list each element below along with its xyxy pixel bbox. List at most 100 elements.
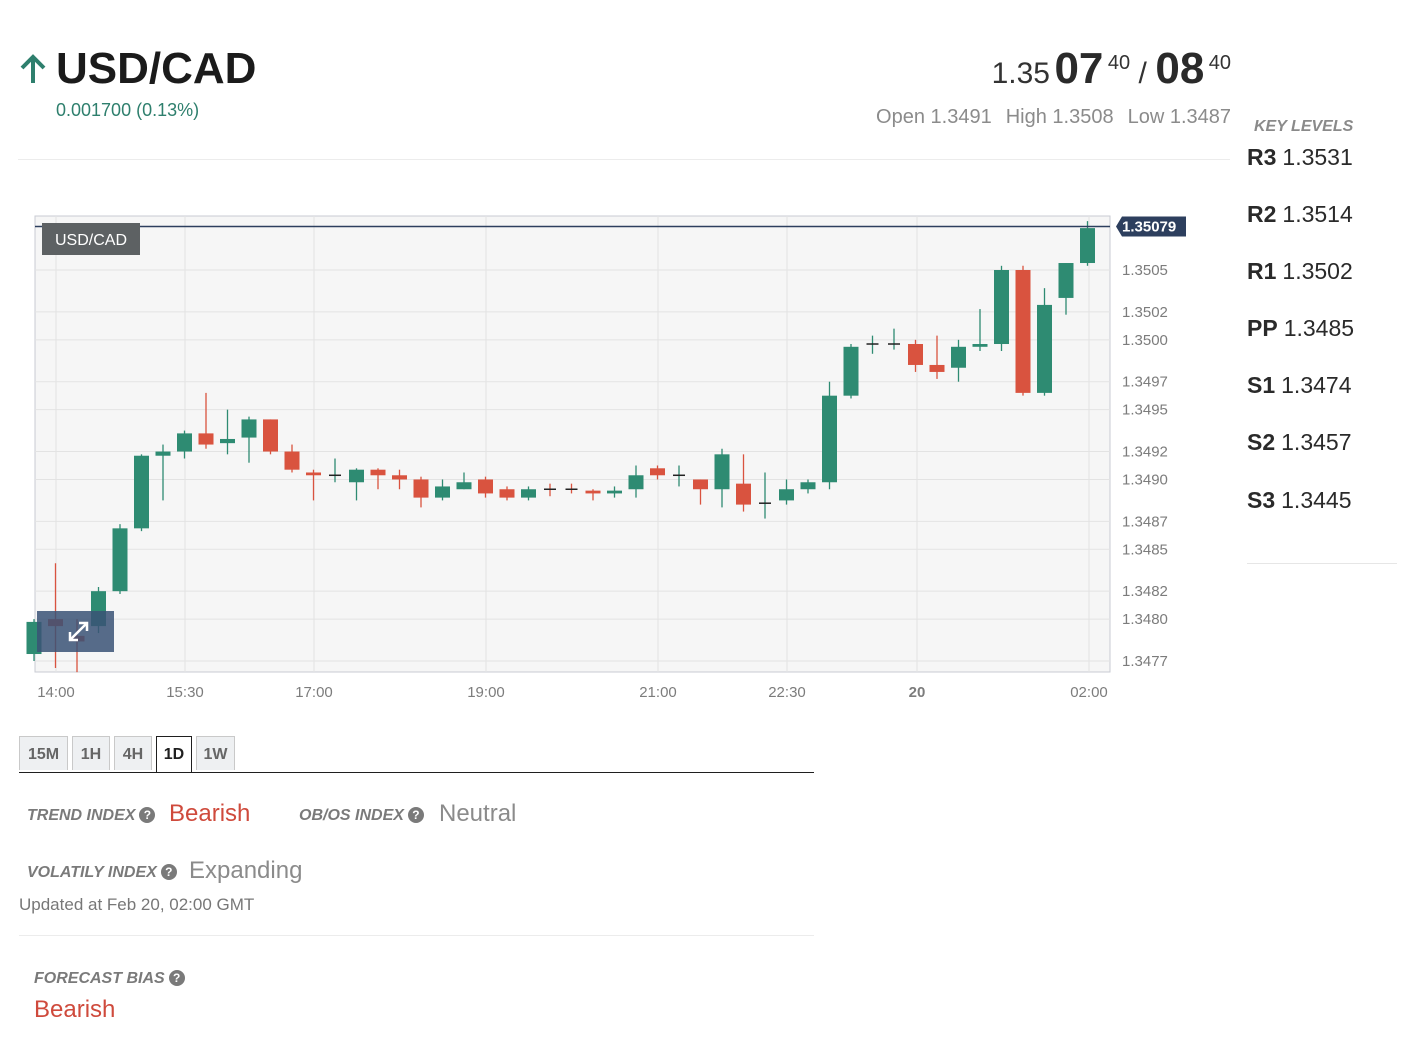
candle: [607, 486, 622, 498]
candle: [628, 465, 644, 498]
candle: [177, 430, 192, 459]
help-icon[interactable]: ?: [168, 970, 185, 986]
help-icon[interactable]: ?: [160, 864, 177, 880]
currency-pair-title: USD/CAD: [56, 44, 257, 93]
updated-timestamp: Updated at Feb 20, 02:00 GMT: [19, 895, 255, 914]
key-level-value: 1.3445: [1281, 487, 1352, 513]
candle: [822, 381, 837, 490]
help-icon[interactable]: ?: [407, 807, 424, 823]
x-tick-label: 15:30: [166, 684, 204, 701]
y-axis-labels: 1.3505 1.3502 1.3500 1.3497 1.3495 1.3492 1.34…: [1122, 262, 1168, 670]
x-axis-labels: 14:00 15:30 17:00 19:00 21:00 22:30 20 02:00: [37, 684, 1108, 701]
candle-body: [714, 454, 730, 490]
y-tick-label: 1.3497: [1122, 374, 1168, 391]
tab-1w[interactable]: 1W: [196, 736, 235, 770]
help-icon[interactable]: ?: [139, 807, 156, 823]
x-tick-label: 19:00: [467, 684, 505, 701]
candle: [134, 454, 149, 532]
x-tick-label: 20: [909, 684, 926, 701]
trend-index-text: TREND INDEX: [27, 807, 136, 824]
y-tick-label: 1.3502: [1122, 304, 1168, 321]
key-level-name: PP: [1247, 315, 1278, 341]
key-level-value: 1.3474: [1281, 372, 1352, 398]
candle-body: [413, 479, 429, 498]
candle: [843, 344, 859, 399]
volatility-index-value: Expanding: [189, 857, 303, 884]
candlestick-chart[interactable]: 1.3505 1.3502 1.3500 1.3497 1.3495 1.3492 1.34…: [0, 200, 1200, 710]
candle-body: [994, 270, 1009, 345]
candle: [951, 339, 966, 382]
candle-body: [1080, 228, 1095, 264]
candle-body: [112, 528, 128, 592]
y-tick-label: 1.3482: [1122, 583, 1168, 600]
candle-body: [908, 344, 923, 365]
candle-body: [306, 472, 321, 476]
candle: [800, 479, 816, 494]
y-tick-label: 1.3490: [1122, 471, 1168, 488]
candle: [866, 335, 879, 354]
price-change: 0.001700 (0.13%): [56, 100, 200, 120]
tab-1d[interactable]: 1D: [156, 736, 192, 772]
forecast-bias-text: FORECAST BIAS: [34, 970, 165, 987]
candle: [1080, 221, 1095, 266]
key-level-name: R1: [1247, 258, 1277, 284]
x-tick-label: 02:00: [1070, 684, 1108, 701]
tab-15m[interactable]: 15M: [19, 736, 68, 770]
candle-body: [435, 486, 450, 498]
candle: [329, 458, 341, 483]
key-level-r2: R2 1.3514: [1247, 201, 1353, 228]
candle-body: [800, 482, 816, 490]
candle-body: [521, 489, 536, 498]
timeframe-tabs: 15M 1H 4H 1D 1W: [19, 736, 814, 773]
expand-chart-button[interactable]: [37, 611, 114, 652]
tab-1h[interactable]: 1H: [72, 736, 110, 770]
candle: [392, 469, 407, 490]
key-level-r3: R3 1.3531: [1247, 144, 1353, 171]
candle-body: [1058, 263, 1074, 298]
ask-pips: 08: [1155, 44, 1205, 93]
candle-body: [585, 490, 601, 494]
candle-body: [263, 419, 278, 452]
current-price-label: 1.35079: [1122, 219, 1176, 236]
volatility-index-text: VOLATILY INDEX: [27, 864, 157, 881]
candle: [521, 486, 536, 501]
candle-body: [284, 451, 300, 470]
candle-body: [1015, 270, 1031, 393]
key-level-value: 1.3457: [1281, 429, 1352, 455]
tab-4h[interactable]: 4H: [114, 736, 152, 770]
candle: [972, 309, 988, 351]
candle: [413, 476, 429, 508]
key-level-name: S2: [1247, 429, 1276, 455]
key-level-value: 1.3531: [1282, 144, 1353, 170]
expand-icon: [68, 621, 89, 642]
key-level-pp: PP 1.3485: [1247, 315, 1354, 342]
candle-body: [650, 468, 665, 476]
expand-button-bg[interactable]: [37, 611, 114, 652]
candle: [1037, 288, 1052, 396]
obos-index-text: OB/OS INDEX: [299, 807, 404, 824]
current-price-tag: 1.35079: [1116, 216, 1186, 237]
header-divider: [18, 159, 1230, 160]
candle: [759, 472, 771, 519]
ask-fraction: 40: [1208, 52, 1231, 74]
candle-body: [779, 489, 794, 501]
chart-plot-area: [34, 215, 1111, 673]
candle-body: [822, 395, 837, 483]
bid-ask-price: 1.35 07 40 / 08 40: [992, 44, 1231, 94]
y-tick-label: 1.3505: [1122, 262, 1168, 279]
candle: [1015, 265, 1031, 396]
candle-body: [478, 479, 493, 494]
candle: [585, 489, 601, 501]
low-value: Low 1.3487: [1127, 106, 1231, 128]
candle: [994, 265, 1009, 351]
y-tick-label: 1.3492: [1122, 444, 1168, 461]
volatility-index-label: VOLATILY INDEX?: [27, 864, 177, 882]
key-level-s3: S3 1.3445: [1247, 487, 1352, 514]
candle-body: [972, 344, 988, 347]
key-level-s2: S2 1.3457: [1247, 429, 1352, 456]
indices-divider: [19, 935, 814, 936]
y-tick-label: 1.3477: [1122, 653, 1168, 670]
candle-body: [607, 490, 622, 494]
chart-svg[interactable]: 1.3505 1.3502 1.3500 1.3497 1.3495 1.3492 1.34…: [0, 200, 1200, 710]
key-level-name: R2: [1247, 201, 1277, 227]
